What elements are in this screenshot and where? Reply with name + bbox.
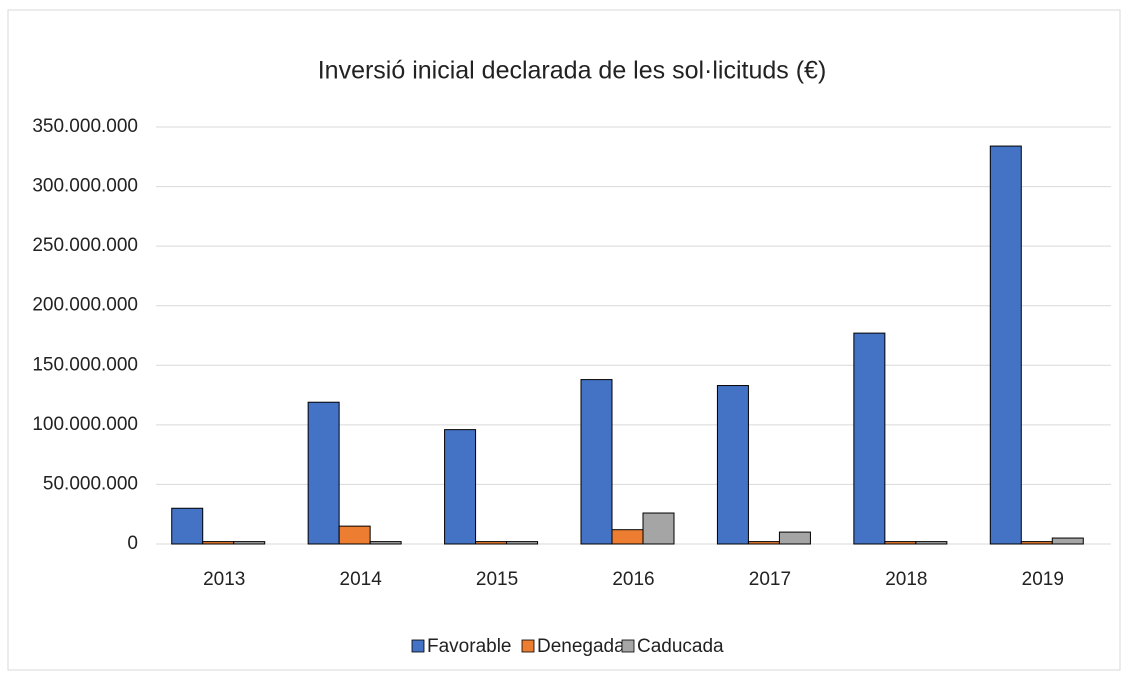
chart-border xyxy=(7,9,1121,671)
bar xyxy=(1020,541,1053,545)
bar xyxy=(444,429,477,545)
bar xyxy=(884,541,917,545)
bar xyxy=(853,332,886,545)
x-tick-label: 2015 xyxy=(476,569,518,590)
legend-swatch xyxy=(521,639,535,653)
y-tick-label: 100.000.000 xyxy=(32,414,138,435)
x-tick-label: 2013 xyxy=(203,569,245,590)
x-tick-label: 2017 xyxy=(749,569,791,590)
x-tick-label: 2019 xyxy=(1022,569,1064,590)
bar xyxy=(716,385,749,545)
bar xyxy=(338,525,371,545)
y-tick-label: 300.000.000 xyxy=(32,176,138,197)
legend-swatch xyxy=(411,639,425,653)
bar xyxy=(475,541,508,545)
bar xyxy=(747,541,780,545)
y-tick-label: 200.000.000 xyxy=(32,295,138,316)
x-tick-label: 2014 xyxy=(340,569,383,590)
bar xyxy=(369,541,402,545)
bar xyxy=(580,379,613,545)
bar xyxy=(307,401,340,545)
y-tick-label: 350.000.000 xyxy=(32,116,138,137)
legend-label: Caducada xyxy=(637,636,724,657)
y-tick-label: 0 xyxy=(127,533,138,554)
bar xyxy=(778,531,811,545)
bar xyxy=(989,145,1022,545)
bar xyxy=(642,512,675,545)
chart-title: Inversió inicial declarada de les sol·li… xyxy=(318,57,827,85)
y-tick-label: 50.000.000 xyxy=(43,473,138,494)
bar xyxy=(233,541,266,545)
bar xyxy=(1051,537,1084,545)
bar xyxy=(611,529,644,545)
bar xyxy=(915,541,948,545)
bar xyxy=(202,541,235,545)
x-tick-label: 2016 xyxy=(612,569,654,590)
legend-swatch xyxy=(621,639,635,653)
x-tick-label: 2018 xyxy=(885,569,927,590)
y-tick-label: 150.000.000 xyxy=(32,354,138,375)
legend-label: Favorable xyxy=(427,636,512,657)
legend-label: Denegada xyxy=(537,636,625,657)
bar xyxy=(171,507,204,545)
y-tick-label: 250.000.000 xyxy=(32,235,138,256)
bar xyxy=(506,541,539,545)
